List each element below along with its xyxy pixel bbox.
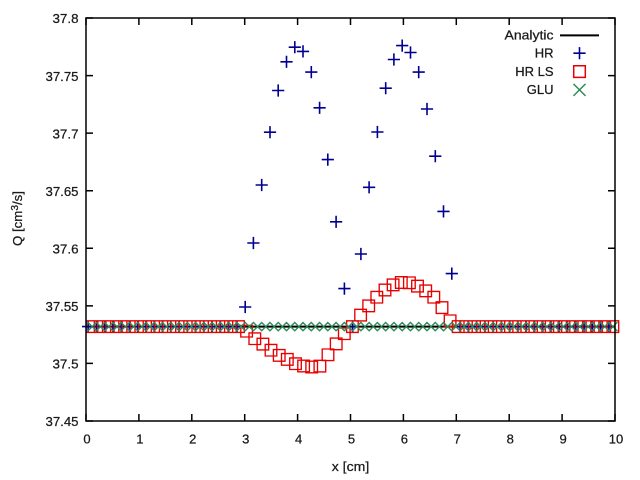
svg-text:37.6: 37.6 xyxy=(53,242,79,257)
svg-text:37.75: 37.75 xyxy=(46,69,79,84)
svg-text:Analytic: Analytic xyxy=(505,27,555,42)
svg-text:37.8: 37.8 xyxy=(53,11,79,26)
svg-text:8: 8 xyxy=(507,432,514,447)
svg-text:6: 6 xyxy=(401,432,408,447)
svg-text:HR LS: HR LS xyxy=(515,64,554,79)
svg-text:9: 9 xyxy=(559,432,566,447)
svg-text:4: 4 xyxy=(295,432,302,447)
svg-text:5: 5 xyxy=(348,432,355,447)
svg-text:HR: HR xyxy=(535,45,554,60)
svg-text:37.45: 37.45 xyxy=(46,414,79,429)
svg-text:10: 10 xyxy=(609,432,623,447)
svg-text:2: 2 xyxy=(189,432,196,447)
svg-text:7: 7 xyxy=(454,432,461,447)
svg-text:37.55: 37.55 xyxy=(46,299,79,314)
svg-text:0: 0 xyxy=(83,432,90,447)
svg-text:37.5: 37.5 xyxy=(53,357,79,372)
svg-text:Q [cm3/s]: Q [cm3/s] xyxy=(10,191,25,246)
svg-text:37.65: 37.65 xyxy=(46,184,79,199)
svg-text:1: 1 xyxy=(136,432,143,447)
svg-text:GLU: GLU xyxy=(527,82,554,97)
svg-text:37.7: 37.7 xyxy=(53,126,79,141)
svg-text:3: 3 xyxy=(242,432,249,447)
svg-text:x [cm]: x [cm] xyxy=(332,459,370,474)
